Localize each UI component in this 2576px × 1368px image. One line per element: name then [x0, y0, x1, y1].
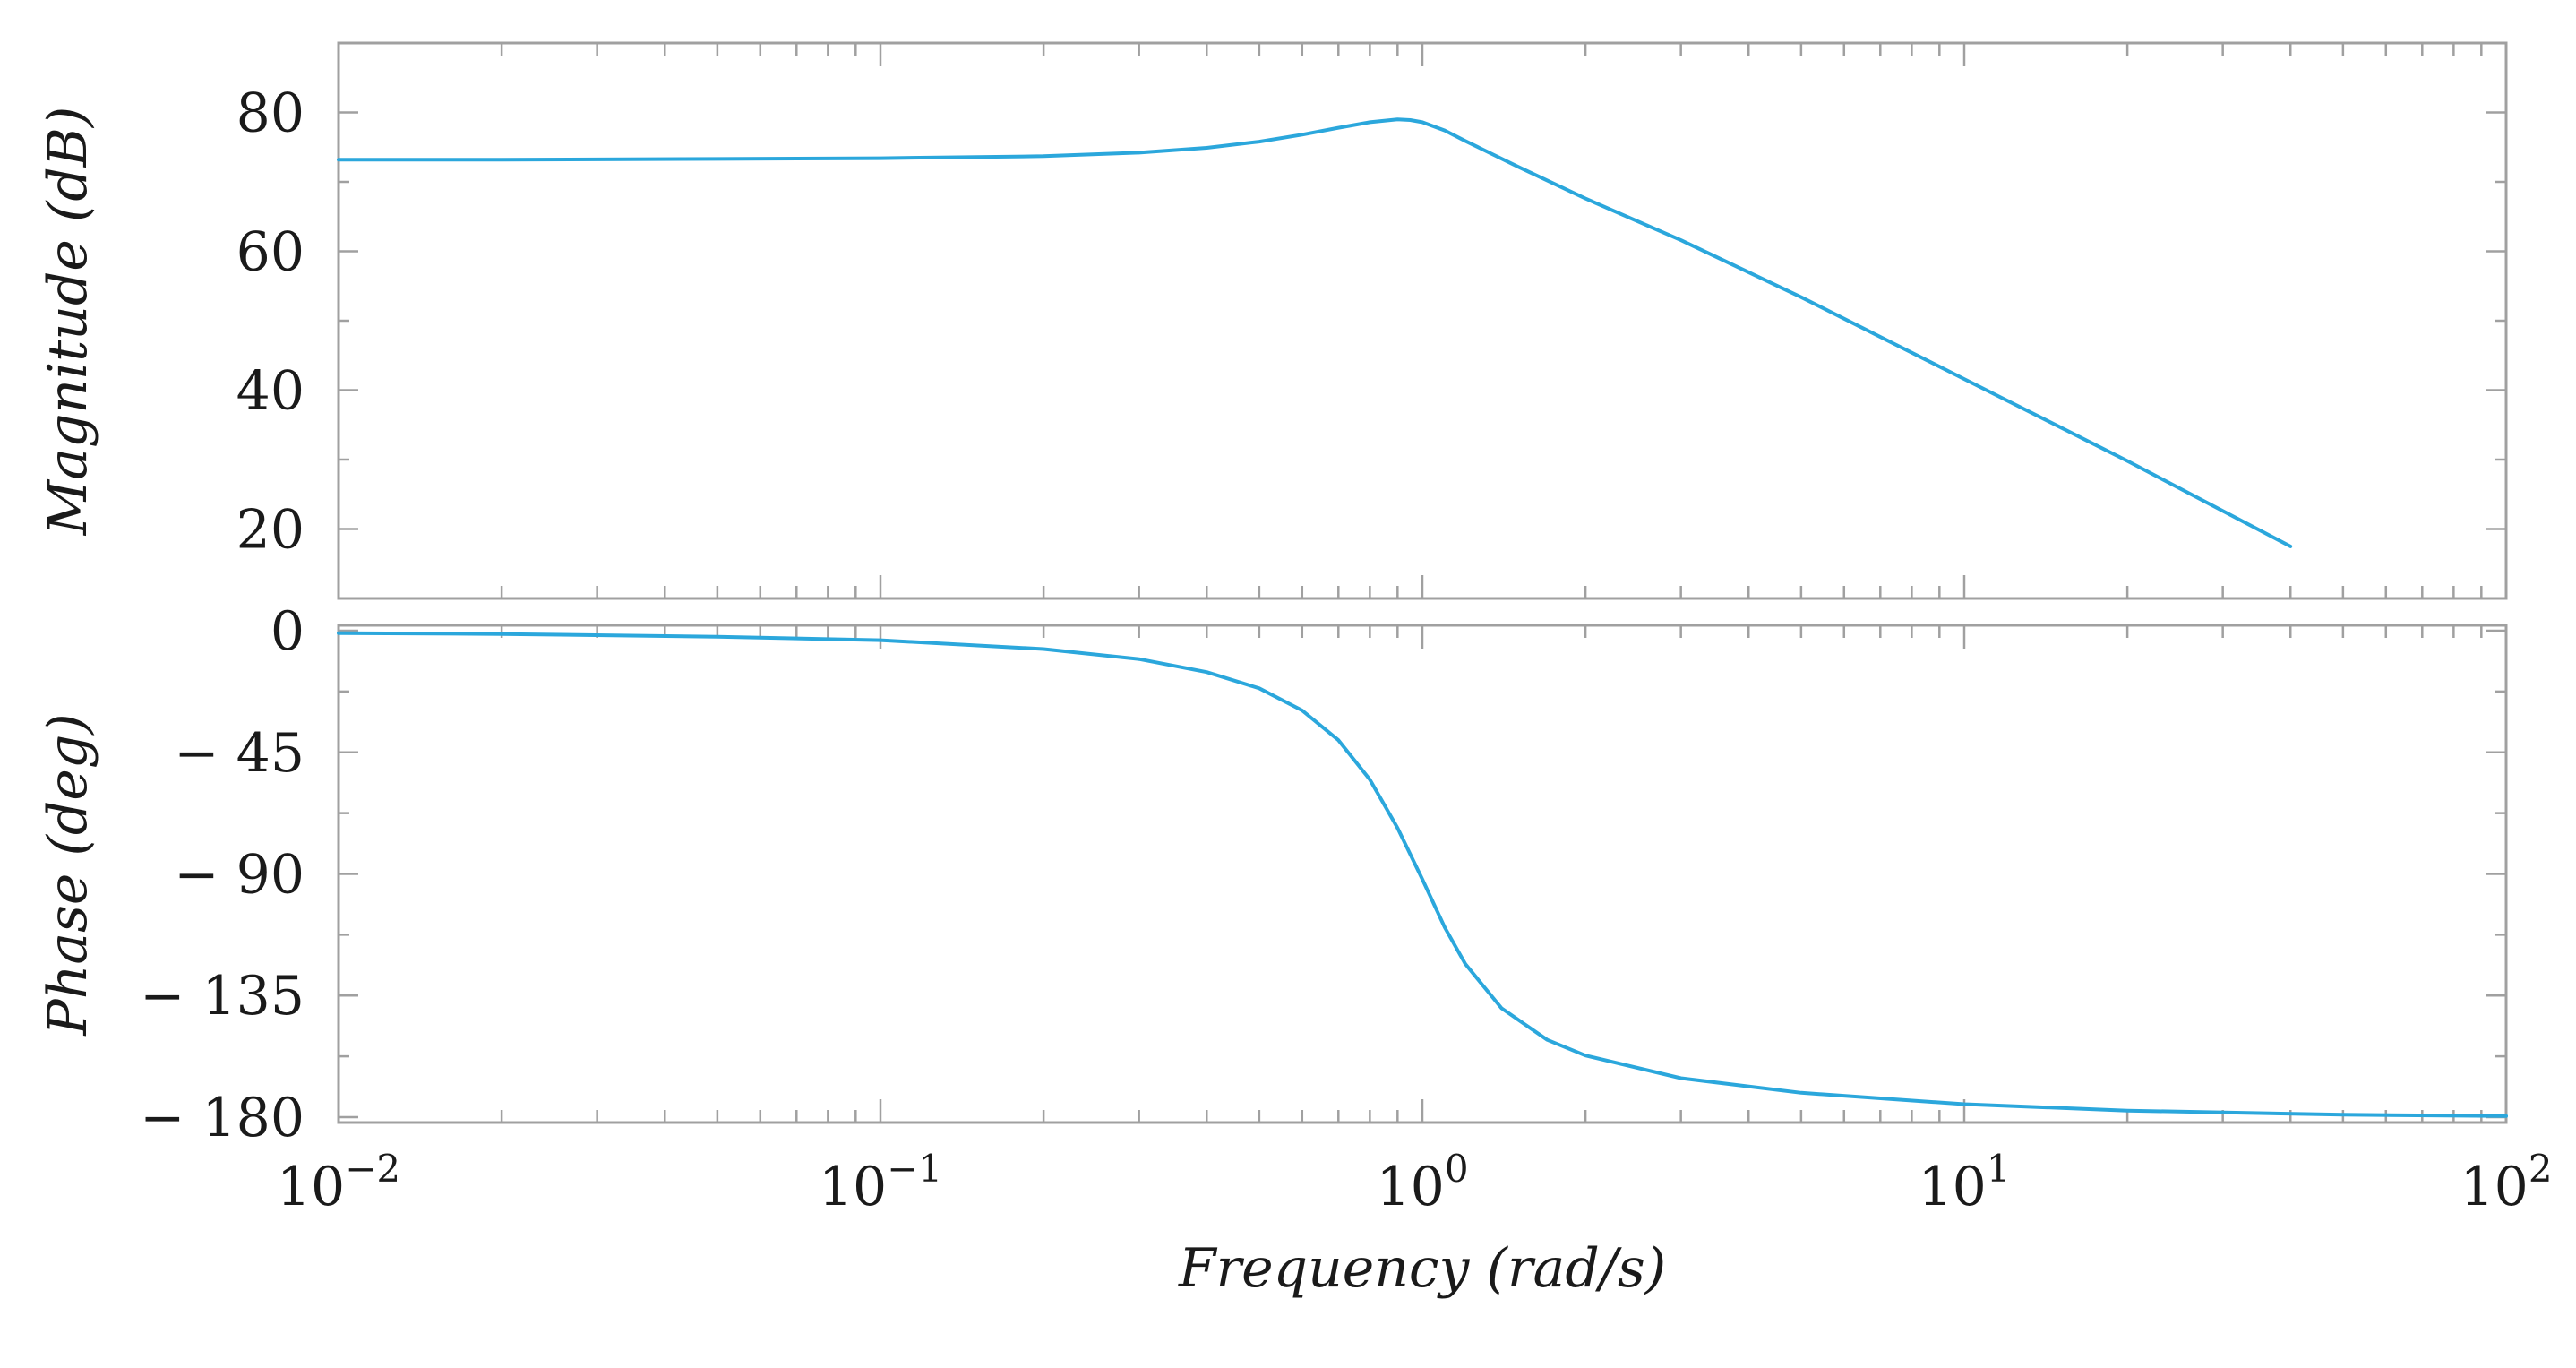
y-tick-label: − 90 — [174, 844, 305, 907]
x-tick-label-exponent: 1 — [1987, 1147, 2011, 1191]
x-tick-label-base: 10 — [2460, 1156, 2528, 1218]
magnitude-axis-title: Magnitude (dB) — [37, 107, 99, 537]
x-tick-label-base: 10 — [277, 1156, 345, 1218]
x-tick-label-exponent: −2 — [345, 1147, 400, 1191]
y-tick-label: 20 — [236, 499, 305, 562]
y-tick-label: − 135 — [140, 965, 305, 1028]
phase-axis-title: Phase (deg) — [37, 713, 99, 1036]
x-tick-label-exponent: 0 — [1445, 1147, 1469, 1191]
x-tick-label-base: 10 — [1918, 1156, 1986, 1218]
phase-y-tick-labels: 0 − 45 − 90 − 135 − 180 — [140, 600, 305, 1149]
frequency-tick-labels: 10−2 10−1 100 101 102 — [277, 1147, 2553, 1218]
magnitude-curve — [337, 117, 2293, 548]
magnitude-frame — [337, 41, 2508, 600]
magnitude-y-tick-labels: 20 40 60 80 — [236, 82, 305, 562]
phase-frame — [337, 624, 2508, 1124]
x-tick-label: 102 — [2460, 1147, 2552, 1218]
frequency-axis-title: Frequency (rad/s) — [1178, 1237, 1666, 1300]
phase-ticks — [337, 625, 2508, 1123]
x-tick-label-base: 10 — [1376, 1156, 1444, 1218]
x-tick-label-base: 10 — [819, 1156, 887, 1218]
x-tick-label: 10−2 — [277, 1147, 400, 1218]
x-tick-label: 101 — [1918, 1147, 2010, 1218]
magnitude-panel: 20 40 60 80 — [236, 41, 2508, 600]
y-tick-label: − 180 — [140, 1087, 305, 1149]
phase-curve — [337, 631, 2508, 1118]
y-tick-label: − 45 — [174, 722, 305, 785]
y-tick-label: 40 — [236, 360, 305, 423]
magnitude-ticks — [337, 43, 2508, 598]
x-tick-label-exponent: −1 — [887, 1147, 942, 1191]
x-tick-label: 100 — [1376, 1147, 1468, 1218]
y-tick-label: 60 — [236, 221, 305, 284]
x-tick-label-exponent: 2 — [2529, 1147, 2553, 1191]
y-tick-label: 0 — [270, 600, 305, 663]
phase-panel: 0− 45− 90− 135− 180 10−2 10−1 100 101 102 — [140, 600, 2552, 1218]
y-tick-label: 80 — [236, 82, 305, 145]
x-tick-label: 10−1 — [819, 1147, 942, 1218]
